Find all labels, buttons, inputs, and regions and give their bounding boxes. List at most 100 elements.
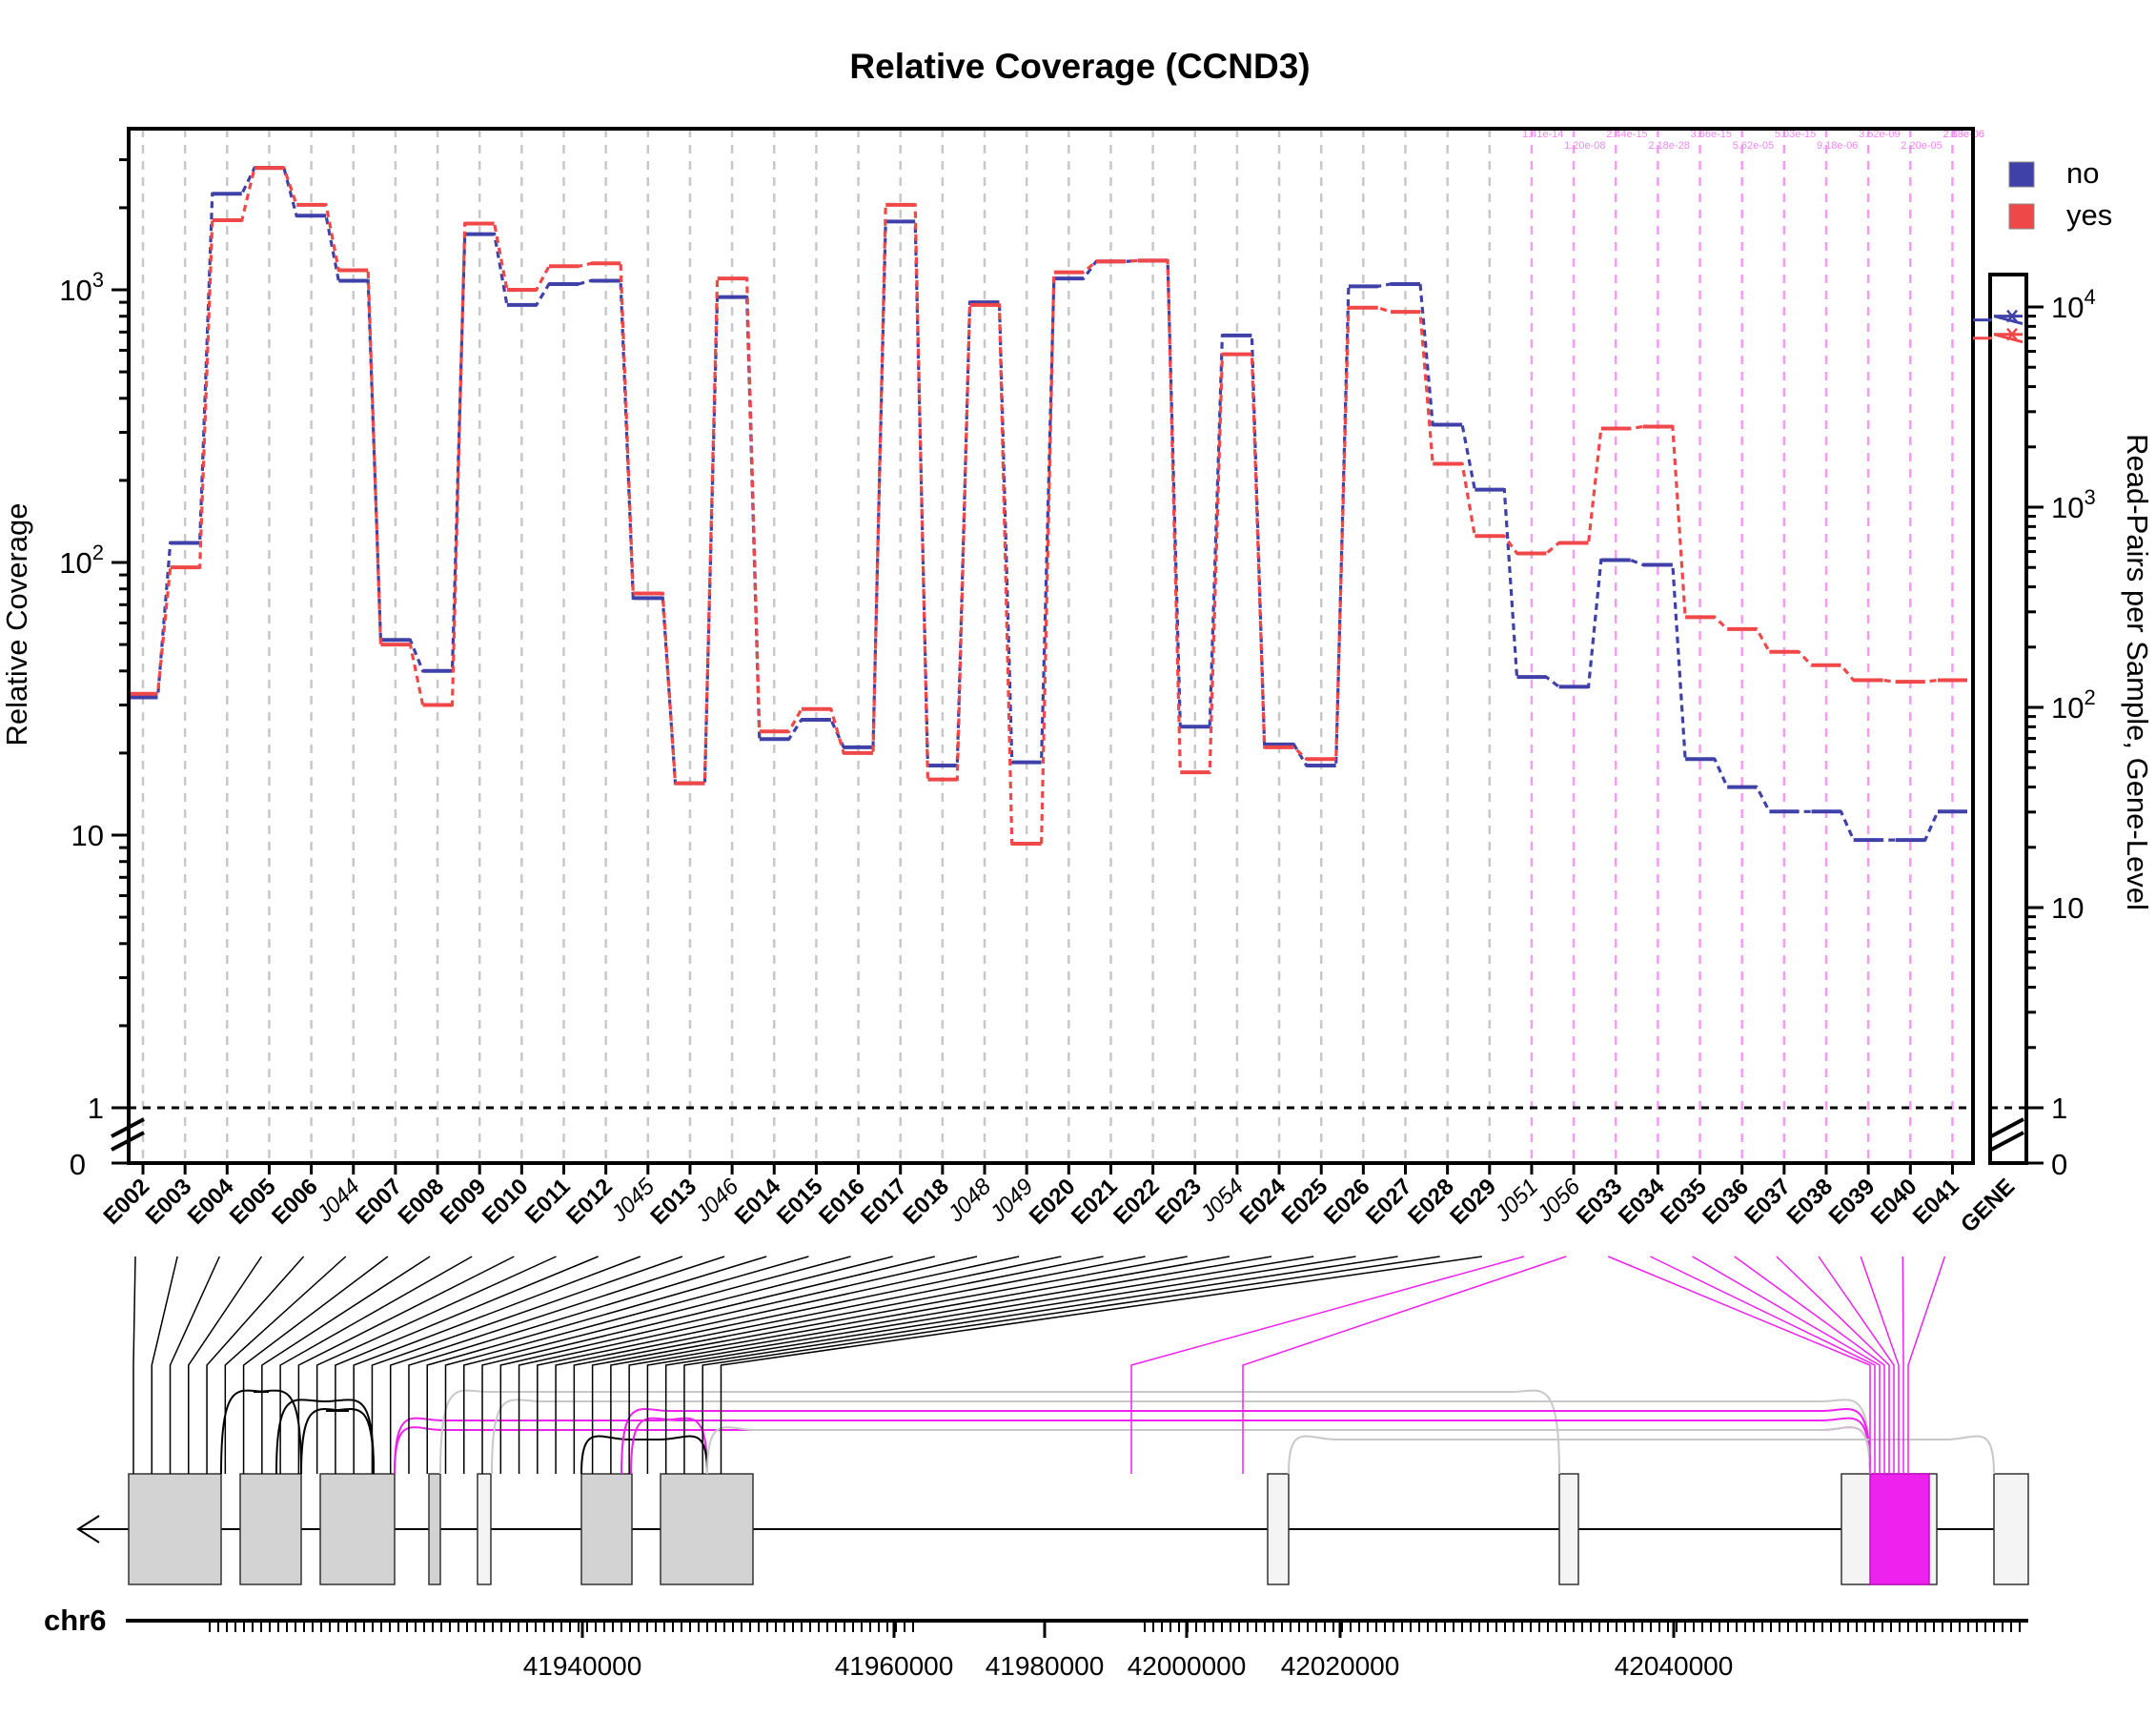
x-tick-label: E036 <box>1698 1174 1754 1230</box>
feature-connector <box>371 1256 683 1474</box>
x-tick-label: E014 <box>730 1174 786 1230</box>
feature-connector <box>206 1256 305 1474</box>
legend-swatch-yes <box>2008 203 2035 230</box>
x-tick-label: E028 <box>1403 1174 1459 1230</box>
legend-swatch-no <box>2008 161 2035 188</box>
exon-block <box>319 1473 396 1585</box>
pvalue-label: 5.03e-15 <box>1775 129 1816 140</box>
feature-connector <box>188 1256 263 1474</box>
feature-connector <box>537 1256 1062 1474</box>
feature-connector <box>1734 1256 1885 1474</box>
feature-connector <box>335 1256 599 1474</box>
y-tick-label: 0 <box>70 1148 86 1181</box>
x-tick-label: E017 <box>856 1174 912 1230</box>
feature-connector <box>463 1256 893 1474</box>
x-tick-label: E037 <box>1739 1174 1796 1230</box>
x-tick-label: J051 <box>1490 1174 1544 1228</box>
feature-connector <box>132 1256 136 1474</box>
x-tick-label: E009 <box>436 1174 492 1230</box>
y2-tick-label: 102 <box>2051 685 2096 725</box>
x-tick-label: E006 <box>267 1174 323 1230</box>
feature-connector <box>720 1256 1482 1474</box>
chromosome-tick-label: 42040000 <box>1615 1651 1734 1681</box>
x-tick-label: E035 <box>1656 1174 1712 1230</box>
x-tick-label: E010 <box>478 1174 534 1230</box>
feature-connector <box>573 1256 1146 1474</box>
y-tick-label: 10 <box>71 819 104 852</box>
chromosome-tick-label: 41940000 <box>523 1651 642 1681</box>
series-line-yes <box>128 166 1967 846</box>
feature-connector <box>1902 1256 1904 1474</box>
splice-junction-arc <box>630 1417 1871 1475</box>
x-tick-label: J056 <box>1532 1174 1586 1228</box>
pvalue-label: 1.20e-08 <box>1564 140 1605 152</box>
chart-title: Relative Coverage (CCND3) <box>849 47 1310 86</box>
splice-junction-arc <box>1288 1435 1995 1475</box>
exon-block <box>660 1473 754 1585</box>
feature-connector <box>353 1256 641 1474</box>
x-tick-label: E002 <box>99 1174 155 1230</box>
feature-connector <box>1692 1256 1881 1474</box>
legend-label-yes: yes <box>2066 198 2112 232</box>
splice-junction-arc <box>439 1389 1560 1475</box>
gene-level-frame <box>1988 273 2028 1165</box>
splice-junction-arc <box>491 1399 1871 1475</box>
feature-connector <box>628 1256 1272 1474</box>
x-tick-label: E008 <box>394 1174 450 1230</box>
feature-connector <box>1242 1256 1567 1474</box>
feature-connector <box>169 1256 220 1474</box>
axis-break-left <box>111 1117 145 1152</box>
feature-connector <box>591 1256 1188 1474</box>
splice-junction-arc <box>220 1389 302 1475</box>
exon-block <box>128 1473 222 1585</box>
x-tick-label: E040 <box>1866 1174 1922 1230</box>
x-tick-label: E024 <box>1235 1174 1292 1230</box>
y-axis-label: Relative Coverage <box>0 502 33 746</box>
y2-tick-label: 104 <box>2051 285 2096 324</box>
splice-junction-arc <box>275 1399 375 1475</box>
exon-block <box>580 1473 633 1585</box>
feature-connector <box>499 1256 978 1474</box>
x-tick-label: J049 <box>985 1174 1039 1228</box>
exon-block <box>477 1473 492 1585</box>
feature-connector <box>610 1256 1231 1474</box>
feature-connector <box>1607 1256 1871 1474</box>
x-tick-label: E005 <box>225 1174 281 1230</box>
feature-connector <box>1907 1256 1946 1474</box>
x-tick-label: E033 <box>1572 1174 1628 1230</box>
x-tick-label: E038 <box>1782 1174 1839 1230</box>
x-tick-label: E021 <box>1067 1174 1123 1230</box>
feature-connector <box>555 1256 1104 1474</box>
y2-tick-label: 103 <box>2051 485 2096 524</box>
x-tick-label: E007 <box>351 1174 407 1230</box>
splice-junction-arc <box>300 1407 375 1475</box>
feature-connector <box>444 1256 851 1474</box>
exon-block <box>239 1473 302 1585</box>
x-tick-label: E018 <box>898 1174 954 1230</box>
y-tick-label: 1 <box>88 1092 104 1125</box>
feature-connector <box>1130 1256 1525 1474</box>
y2-tick-label: 1 <box>2051 1092 2067 1125</box>
feature-connector <box>224 1256 347 1474</box>
pvalue-label: 2.18e-28 <box>1648 140 1689 152</box>
feature-connector <box>408 1256 767 1474</box>
axis-break-right <box>1990 1117 2024 1152</box>
pvalue-label: 1.41e-14 <box>1522 129 1563 140</box>
exon-block <box>428 1473 441 1585</box>
x-tick-label: J045 <box>605 1174 660 1228</box>
feature-connector <box>315 1256 557 1474</box>
chromosome-tick-label: 42020000 <box>1281 1651 1400 1681</box>
feature-connector <box>683 1256 1398 1474</box>
x-tick-label: E012 <box>561 1174 618 1230</box>
x-tick-label: E013 <box>645 1174 702 1230</box>
x-tick-label: E041 <box>1908 1174 1964 1230</box>
x-tick-label: E027 <box>1361 1174 1417 1230</box>
splice-junction-arc <box>706 1426 1871 1475</box>
x-tick-label: E011 <box>520 1174 576 1229</box>
highlighted-exon-block <box>1869 1473 1930 1585</box>
splice-junction-arc <box>394 1417 708 1475</box>
gene-level-yes-marker <box>2006 327 2018 341</box>
y2-tick-label: 0 <box>2051 1148 2067 1181</box>
x-tick-label: E029 <box>1445 1174 1501 1230</box>
